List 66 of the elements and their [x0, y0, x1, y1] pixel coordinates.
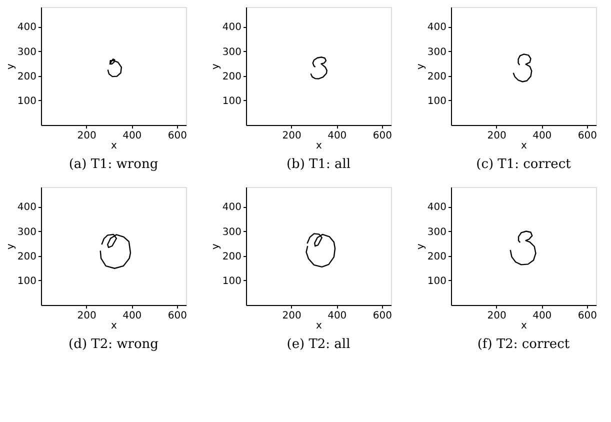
x-tick-label: 200 — [77, 310, 96, 322]
y-axis-title: y — [5, 243, 16, 250]
y-axis-title: y — [210, 63, 222, 70]
y-tick-label: 400 — [17, 202, 36, 214]
y-tick-label: 400 — [427, 202, 446, 214]
x-tick-label: 600 — [168, 130, 187, 142]
y-tick-label: 300 — [222, 46, 242, 58]
text: (a) T1: wrong — [68, 157, 158, 172]
text: (b) T1: all — [286, 157, 351, 172]
line-series — [510, 230, 536, 266]
x-tick-label: 400 — [122, 130, 142, 142]
x-tick-label: 400 — [532, 310, 552, 322]
x-tick-label: 400 — [532, 130, 552, 142]
x-axis-title: x — [316, 320, 322, 332]
y-tick-label: 200 — [222, 71, 242, 82]
x-tick-label: 200 — [77, 130, 96, 142]
y-tick-label: 300 — [427, 226, 446, 238]
x-axis-title: x — [521, 140, 528, 152]
x-tick-label: 400 — [328, 310, 347, 322]
y-tick-label: 400 — [222, 22, 242, 34]
y-tick-label: 100 — [222, 96, 242, 107]
x-axis-title: x — [111, 140, 118, 152]
y-axis-title: y — [415, 63, 426, 70]
y-tick-label: 200 — [427, 251, 446, 262]
line-series — [100, 234, 132, 269]
y-tick-label: 100 — [427, 276, 446, 287]
y-tick-label: 400 — [427, 22, 446, 34]
x-tick-label: 600 — [372, 130, 392, 142]
y-tick-label: 200 — [17, 71, 36, 82]
y-tick-label: 300 — [222, 226, 242, 238]
x-tick-label: 600 — [372, 310, 392, 322]
y-tick-label: 100 — [427, 96, 446, 107]
y-tick-label: 200 — [222, 251, 242, 262]
line-series — [306, 233, 336, 268]
y-tick-label: 200 — [427, 71, 446, 82]
x-tick-label: 600 — [578, 310, 597, 322]
y-tick-label: 400 — [222, 202, 242, 214]
y-tick-label: 300 — [17, 226, 36, 238]
line-series — [512, 54, 532, 82]
x-tick-label: 400 — [122, 310, 142, 322]
y-axis-title: y — [5, 63, 16, 70]
text: (c) T1: correct — [476, 157, 572, 172]
text: (d) T2: wrong — [68, 337, 158, 352]
line-series — [107, 58, 122, 78]
text: (e) T2: all — [286, 337, 350, 352]
y-tick-label: 100 — [17, 96, 36, 107]
y-tick-label: 400 — [17, 22, 36, 34]
x-tick-label: 200 — [487, 130, 506, 142]
y-tick-label: 300 — [17, 46, 36, 58]
x-axis-title: x — [521, 320, 528, 332]
y-tick-label: 100 — [222, 276, 242, 287]
x-tick-label: 200 — [282, 310, 302, 322]
x-tick-label: 600 — [168, 310, 187, 322]
text: (f) T2: correct — [477, 337, 570, 352]
y-tick-label: 300 — [427, 46, 446, 58]
x-tick-label: 200 — [487, 310, 506, 322]
x-axis-title: x — [316, 140, 322, 152]
x-tick-label: 600 — [578, 130, 597, 142]
line-series — [310, 56, 328, 80]
x-tick-label: 400 — [328, 130, 347, 142]
y-tick-label: 200 — [17, 251, 36, 262]
y-axis-title: y — [415, 243, 426, 250]
y-axis-title: y — [210, 243, 222, 250]
x-tick-label: 200 — [282, 130, 302, 142]
y-tick-label: 100 — [17, 276, 36, 287]
x-axis-title: x — [111, 320, 118, 332]
